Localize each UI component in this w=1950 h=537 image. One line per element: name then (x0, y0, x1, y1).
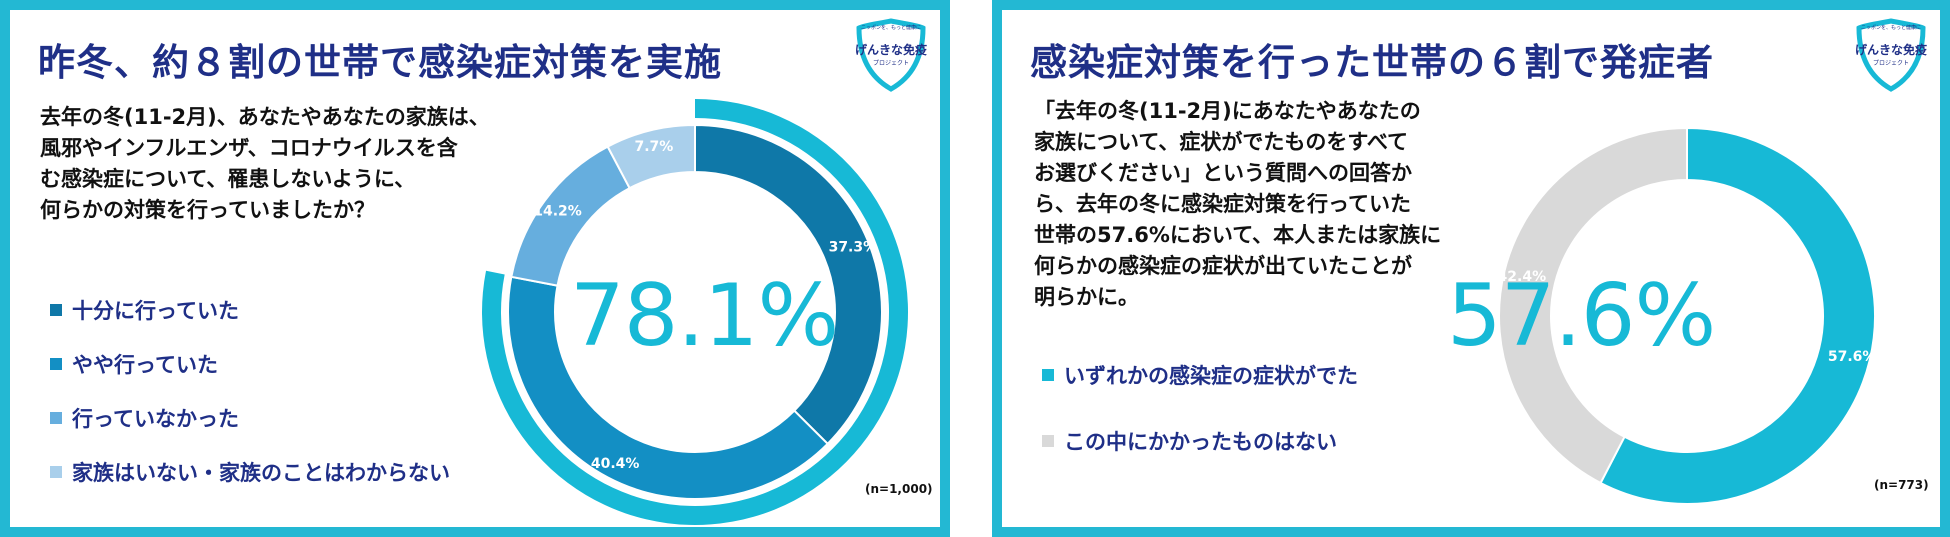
shield-icon (856, 18, 926, 92)
legend-label: いずれかの感染症の症状がでた (1064, 364, 1358, 388)
slice-value-label: 37.3% (829, 239, 878, 255)
slice-value-label: 42.4% (1498, 269, 1547, 285)
donut-slice (694, 123, 883, 446)
legend-item: この中にかかったものはない (1042, 414, 1358, 468)
slice-value-label: 40.4% (591, 456, 640, 472)
right-center-percentage: 57.6% (1447, 266, 1716, 366)
legend-swatch (50, 358, 62, 370)
legend-swatch (50, 304, 62, 316)
right-sample-size: (n=773) (1874, 478, 1929, 492)
legend-label: この中にかかったものはない (1064, 430, 1337, 454)
logo-sub: プロジェクト (872, 60, 909, 67)
legend-label: 家族はいない・家族のことはわからない (72, 461, 450, 485)
logo-tagline: ニッポンを、もっと健康に (1860, 25, 1921, 31)
logo-sub: プロジェクト (1872, 60, 1909, 67)
legend-swatch (50, 412, 62, 424)
shield-icon (1856, 18, 1926, 92)
project-logo: ニッポンを、もっと健康に げんきな免疫 プロジェクト (1854, 18, 1928, 92)
slice-value-label: 14.2% (533, 203, 582, 219)
legend-swatch (1042, 435, 1054, 447)
left-sample-size: (n=1,000) (865, 482, 933, 496)
legend-item: 行っていなかった (50, 391, 450, 445)
panel-right-content: 感染症対策を行った世帯の６割で発症者 「去年の冬(11-2月)にあなたやあなたの… (1002, 10, 1940, 527)
panel-left-content: 昨冬、約８割の世帯で感染症対策を実施 去年の冬(11-2月)、あなたやあなたの家… (10, 10, 940, 527)
legend-item: 十分に行っていた (50, 283, 450, 337)
legend-label: 十分に行っていた (72, 299, 239, 323)
left-donut-chart: 37.3% 40.4% 14.2% 7.7% (482, 99, 908, 525)
slice-value-label: 57.6% (1828, 349, 1877, 365)
logo-name: げんきな免疫 (1854, 43, 1927, 57)
project-logo: ニッポンを、もっと健康に げんきな免疫 プロジェクト (854, 18, 928, 92)
left-legend: 十分に行っていた やや行っていた 行っていなかった 家族はいない・家族のことはわ… (50, 283, 450, 499)
donut-slice (507, 275, 830, 500)
logo-tagline: ニッポンを、もっと健康に (860, 25, 921, 31)
donut-slice (1498, 126, 1688, 485)
left-title: 昨冬、約８割の世帯で感染症対策を実施 (38, 41, 722, 84)
left-question: 去年の冬(11-2月)、あなたやあなたの家族は、 風邪やインフルエンザ、コロナウ… (40, 105, 490, 222)
legend-item: 家族はいない・家族のことはわからない (50, 445, 450, 499)
legend-label: 行っていなかった (72, 407, 239, 431)
donut-slice (1599, 126, 1876, 505)
right-legend: いずれかの感染症の症状がでた この中にかかったものはない (1042, 348, 1358, 468)
right-donut-chart: 57.6% 42.4% (1498, 126, 1877, 505)
right-title: 感染症対策を行った世帯の６割で発症者 (1030, 41, 1714, 84)
legend-item: やや行っていた (50, 337, 450, 391)
donut-slice (606, 123, 696, 190)
logo-name: げんきな免疫 (854, 43, 927, 57)
right-question: 「去年の冬(11-2月)にあなたやあなたの 家族について、症状がでたものをすべて… (1034, 99, 1442, 309)
legend-item: いずれかの感染症の症状がでた (1042, 348, 1358, 402)
left-center-percentage: 78.1% (570, 266, 839, 366)
legend-swatch (50, 466, 62, 478)
legend-swatch (1042, 369, 1054, 381)
slice-value-label: 7.7% (634, 139, 673, 155)
panel-symptom-onset: 感染症対策を行った世帯の６割で発症者 「去年の冬(11-2月)にあなたやあなたの… (992, 0, 1950, 537)
panel-household-measures: 昨冬、約８割の世帯で感染症対策を実施 去年の冬(11-2月)、あなたやあなたの家… (0, 0, 950, 537)
legend-label: やや行っていた (72, 353, 218, 377)
